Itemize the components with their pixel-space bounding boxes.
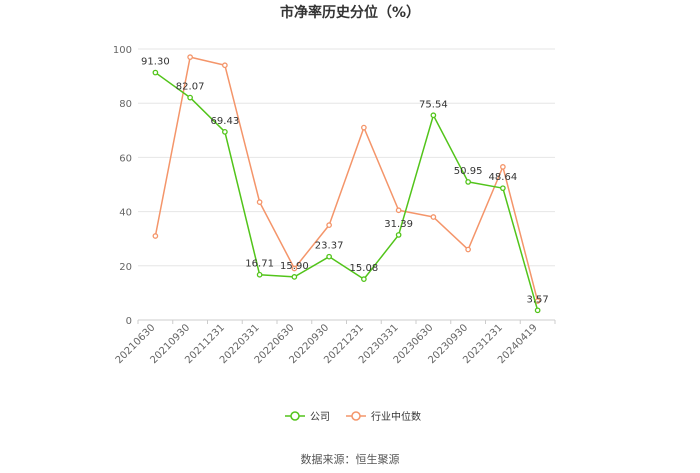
chart-title: 市净率历史分位（%） [280, 4, 420, 21]
data-label: 23.37 [315, 241, 344, 252]
label-layer: 91.30 82.07 69.43 16.71 15.90 23.37 15.08 31.39… [141, 57, 549, 306]
data-point [500, 164, 506, 170]
data-point [395, 232, 402, 238]
data-point [222, 128, 228, 135]
data-label: 31.39 [384, 219, 413, 230]
data-label: 3.57 [526, 294, 548, 305]
data-point [326, 222, 332, 228]
data-source: 数据来源：恒生聚源 [301, 452, 400, 466]
y-tick-label: 0 [126, 316, 132, 327]
series-line [154, 71, 539, 311]
data-label: 75.54 [419, 99, 448, 110]
y-tick-label: 100 [113, 45, 132, 56]
data-point [256, 271, 263, 278]
data-point [291, 274, 298, 280]
y-tick-label: 40 [119, 208, 132, 219]
y-tick-label: 80 [119, 99, 132, 110]
data-point [152, 69, 159, 76]
grid-layer [138, 48, 555, 267]
data-point [465, 179, 471, 185]
data-point [291, 265, 298, 272]
data-label: 50.95 [454, 166, 483, 177]
data-point [430, 214, 437, 220]
y-tick-label: 20 [119, 262, 132, 273]
y-tick-label: 60 [119, 153, 132, 164]
data-point [500, 185, 506, 192]
data-point [465, 246, 471, 253]
legend-swatch-marker [351, 411, 361, 421]
data-label: 15.08 [350, 263, 379, 274]
data-point [326, 253, 332, 260]
axis-layer: 0204060801002021063020210930202112312022… [113, 45, 556, 366]
data-point [152, 233, 159, 239]
data-label: 82.07 [176, 82, 205, 93]
legend: 公司 行业中位数 [285, 410, 421, 423]
data-label: 16.71 [245, 259, 274, 270]
data-label: 69.43 [211, 116, 240, 127]
data-point [430, 112, 437, 119]
data-point [187, 94, 193, 101]
data-point [534, 307, 541, 314]
legend-label: 行业中位数 [371, 410, 421, 423]
data-point [256, 199, 263, 205]
series-layer [152, 54, 541, 314]
data-label: 48.64 [489, 172, 518, 183]
data-point [361, 276, 367, 282]
data-label: 15.90 [280, 261, 309, 272]
legend-label: 公司 [310, 412, 330, 423]
series-line [154, 56, 539, 302]
data-label: 91.30 [141, 57, 170, 68]
data-point [187, 54, 193, 60]
data-point [395, 207, 402, 214]
data-point [222, 62, 228, 69]
data-point [361, 124, 367, 131]
legend-swatch-marker [290, 411, 300, 421]
